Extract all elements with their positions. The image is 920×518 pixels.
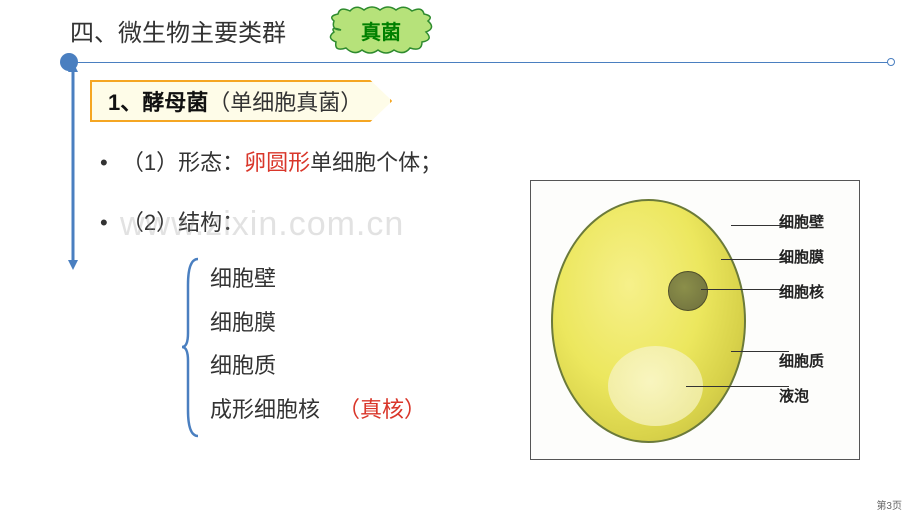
structure-list: 细胞壁 细胞膜 细胞质 成形细胞核 （真核） [210, 255, 426, 430]
label-cytoplasm: 细胞质 [779, 350, 851, 371]
diagram-labels: 细胞壁 细胞膜 细胞核 细胞质 液泡 [779, 211, 851, 406]
cloud-label: 真菌 [361, 16, 401, 45]
divider-dot-right [887, 58, 895, 66]
bullet-glyph: • [100, 150, 108, 175]
bullet-1: • （1）形态：卵圆形单细胞个体； [100, 145, 880, 177]
structure-item-1: 细胞膜 [210, 305, 426, 337]
label-vacuole: 液泡 [779, 385, 851, 406]
cell-nucleus [668, 271, 708, 311]
structure-block: 细胞壁 细胞膜 细胞质 成形细胞核 （真核） [180, 255, 426, 440]
cell-diagram: 细胞壁 细胞膜 细胞核 细胞质 液泡 [530, 180, 860, 460]
structure-item-3: 成形细胞核 [210, 392, 320, 424]
bullet2-label: • （2）结构： [100, 205, 244, 237]
structure-item-3-annot: （真核） [338, 392, 426, 424]
structure-item-0: 细胞壁 [210, 261, 426, 293]
banner-bold: 1、酵母菌 [108, 85, 208, 117]
bullet1-red: 卵圆形 [244, 150, 310, 175]
structure-item-2: 细胞质 [210, 348, 426, 380]
bullet1-prefix: （1）形态： [122, 150, 244, 175]
label-nucleus: 细胞核 [779, 281, 851, 302]
fungus-cloud-badge: 真菌 [336, 12, 426, 48]
label-wall: 细胞壁 [779, 211, 851, 232]
subsection-banner: 1、酵母菌 （单细胞真菌） [90, 80, 392, 122]
banner-paren: （单细胞真菌） [208, 85, 362, 117]
section-title: 四、微生物主要类群 [70, 13, 286, 48]
label-membrane: 细胞膜 [779, 246, 851, 267]
cell-oval [551, 199, 746, 443]
header: 四、微生物主要类群 真菌 [70, 12, 426, 48]
vertical-double-arrow-icon [67, 62, 79, 272]
page-number: 第3页 [876, 497, 902, 512]
lead-vacuole [686, 386, 789, 387]
divider-line [70, 62, 890, 63]
lead-nucleus [701, 289, 789, 290]
bullet1-suffix: 单细胞个体； [310, 150, 442, 175]
bullet-glyph-2: • [100, 210, 108, 235]
left-brace-icon [180, 255, 202, 440]
structure-item-3-row: 成形细胞核 （真核） [210, 392, 426, 424]
